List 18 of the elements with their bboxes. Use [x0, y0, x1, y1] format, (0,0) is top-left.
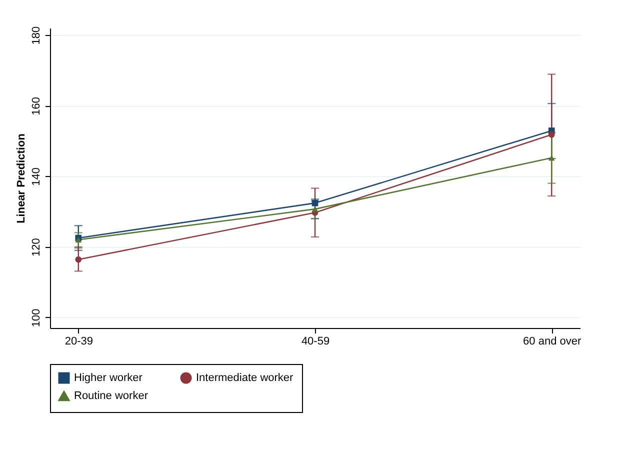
- y-axis-title: Linear Prediction: [16, 133, 28, 224]
- x-tick-label: 40-59: [301, 336, 330, 348]
- point: [548, 131, 555, 138]
- y-tick-label: 180: [30, 26, 42, 45]
- y-tick-label: 100: [30, 308, 42, 328]
- legend-label: Higher worker: [74, 372, 143, 384]
- point: [548, 155, 555, 161]
- x-tick-label: 60 and over: [523, 336, 582, 348]
- legend-label: Intermediate worker: [196, 372, 294, 384]
- point: [312, 206, 318, 212]
- y-tick-label: 120: [30, 238, 42, 257]
- point: [312, 200, 318, 206]
- y-tick-label: 160: [30, 96, 42, 116]
- x-tick-label: 20-39: [64, 336, 93, 348]
- y-tick-label: 140: [30, 168, 42, 186]
- point: [75, 256, 82, 263]
- point: [75, 237, 82, 243]
- legend-label: Routine worker: [74, 390, 148, 402]
